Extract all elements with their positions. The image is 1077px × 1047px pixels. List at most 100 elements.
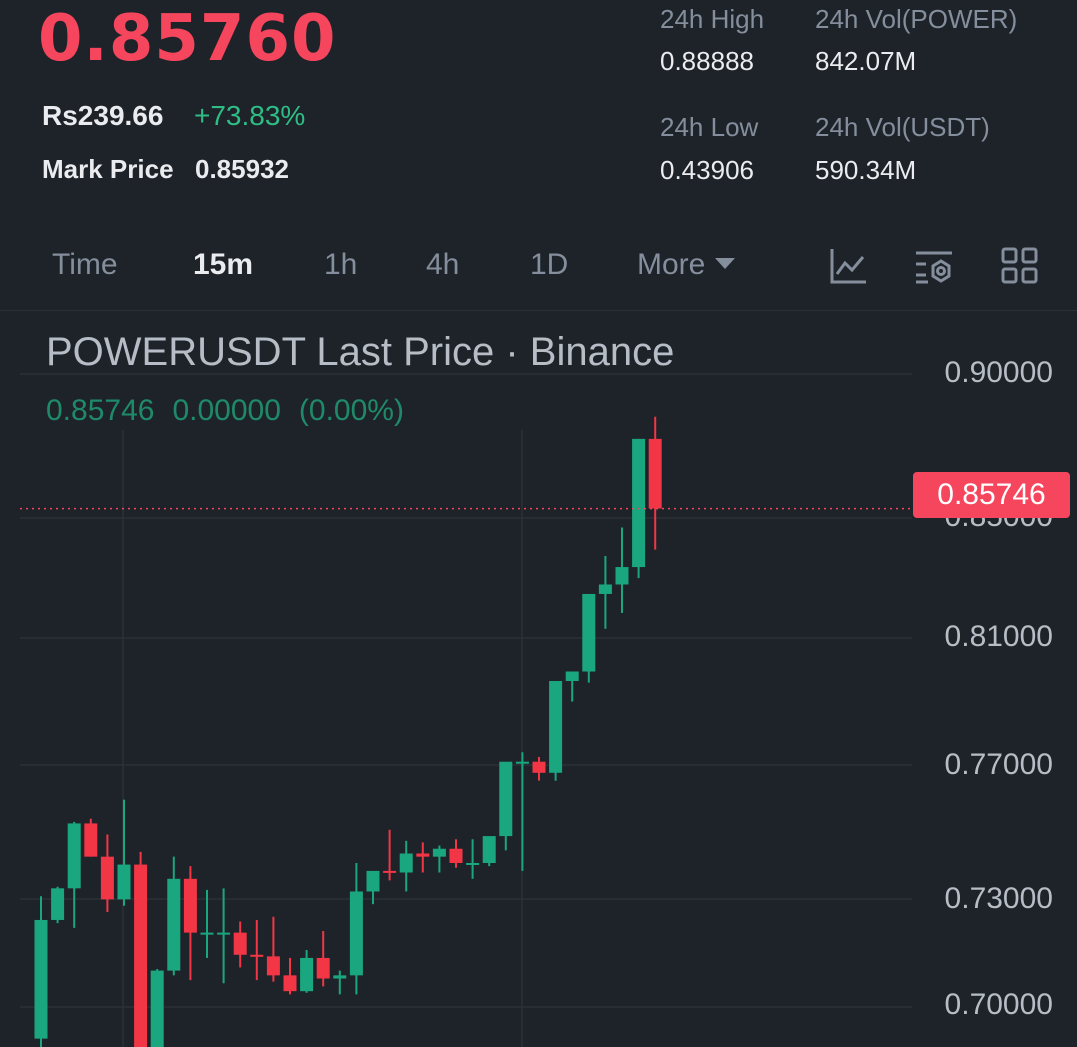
y-axis-tick-label: 0.73000 <box>944 882 1053 915</box>
candle-up <box>515 752 529 871</box>
fiat-price: Rs239.66 <box>42 100 164 131</box>
candle-body <box>615 567 629 585</box>
ohlc-legend: 0.85746 0.00000 (0.00%) <box>46 394 422 428</box>
tab-time[interactable]: Time <box>52 248 118 281</box>
candle-down <box>648 416 662 550</box>
candle-body <box>333 975 347 979</box>
candle-up <box>200 889 214 958</box>
ohlc-change-percent: (0.00%) <box>298 394 404 427</box>
candle-body <box>632 438 646 568</box>
mark-price-value: 0.85932 <box>195 154 289 184</box>
candle-body <box>582 593 596 672</box>
tab-15m[interactable]: 15m <box>193 248 254 281</box>
candle-down <box>283 957 297 995</box>
candle-body <box>150 970 164 1047</box>
candle-body <box>383 870 397 873</box>
candle-body <box>283 975 297 992</box>
candle-body <box>217 932 231 935</box>
tab-more-label: More <box>637 248 706 281</box>
stat-24h-vol-base-value: 842.07M <box>815 46 917 76</box>
stat-24h-high-label: 24h High <box>660 4 765 34</box>
candle-body <box>100 856 114 900</box>
candle-body <box>399 853 413 873</box>
candle-up <box>399 840 413 892</box>
tab-1d[interactable]: 1D <box>530 248 569 281</box>
candle-up <box>482 836 496 867</box>
y-axis-tick-label: 0.90000 <box>944 356 1053 389</box>
candle-up <box>117 799 131 906</box>
stat-24h-high-value: 0.88888 <box>660 46 754 76</box>
candle-body <box>432 848 446 857</box>
candle-body <box>449 848 463 863</box>
candle-body <box>233 932 247 955</box>
candle-down <box>449 839 463 868</box>
candle-body <box>183 878 197 933</box>
candle-body <box>648 438 662 509</box>
candle-up <box>366 870 380 905</box>
candle-up <box>67 821 81 928</box>
candle-down <box>250 919 264 981</box>
candle-body <box>250 954 264 957</box>
candle-down <box>134 851 148 1047</box>
candle-body <box>349 891 363 976</box>
candle-down <box>416 842 430 873</box>
candle-up <box>565 671 579 702</box>
candle-down <box>532 756 546 781</box>
candle-up <box>150 969 164 1047</box>
caret-down-icon <box>715 257 736 269</box>
indicator-icon[interactable] <box>828 246 868 286</box>
candle-down <box>233 921 247 968</box>
candle-up <box>466 839 480 879</box>
candle-body <box>134 864 148 1047</box>
ohlc-last-value: 0.85746 <box>46 394 155 427</box>
candle-body <box>84 823 98 857</box>
ohlc-change-value: 0.00000 <box>172 394 281 427</box>
candle-body <box>300 957 314 992</box>
candle-body <box>532 761 546 773</box>
candle-up <box>51 886 65 924</box>
candle-down <box>316 931 330 987</box>
candle-body <box>316 957 330 979</box>
candle-body <box>117 864 131 900</box>
candles <box>34 416 662 1047</box>
candle-up <box>549 681 563 781</box>
candle-up <box>615 527 629 613</box>
last-price: 0.85760 <box>38 2 337 76</box>
toolbar-divider <box>0 310 1077 311</box>
tab-more[interactable]: More <box>637 248 736 282</box>
tab-4h[interactable]: 4h <box>426 248 460 281</box>
mark-price-label: Mark Price <box>42 154 174 184</box>
chart-settings-icon[interactable] <box>914 246 954 286</box>
candle-up <box>34 896 48 1047</box>
layout-grid-icon[interactable] <box>1000 246 1040 286</box>
candle-body <box>565 671 579 682</box>
candle-up <box>167 856 181 976</box>
stat-24h-low-label: 24h Low <box>660 112 759 142</box>
chart-grid <box>20 373 912 1047</box>
candle-up <box>432 845 446 873</box>
tab-1h[interactable]: 1h <box>324 248 358 281</box>
y-axis-tick-label: 0.70000 <box>944 988 1053 1021</box>
candle-up <box>598 555 612 629</box>
candle-down <box>84 818 98 857</box>
candle-body <box>515 761 529 764</box>
stat-24h-vol-quote-value: 590.34M <box>815 155 917 185</box>
candle-up <box>349 862 363 995</box>
candle-body <box>167 878 181 971</box>
candle-body <box>466 862 480 865</box>
candle-body <box>67 823 81 889</box>
candle-up <box>333 970 347 995</box>
candle-up <box>582 593 596 683</box>
candle-down <box>383 829 397 881</box>
candle-body <box>34 919 48 1039</box>
candle-body <box>200 932 214 935</box>
candle-up <box>499 761 513 851</box>
candle-body <box>366 870 380 892</box>
y-axis-tick-label: 0.81000 <box>944 620 1053 653</box>
y-axis-tick-label: 0.77000 <box>944 748 1053 781</box>
stat-24h-vol-base-label: 24h Vol(POWER) <box>815 4 1018 34</box>
candle-up <box>217 888 231 984</box>
candle-body <box>549 681 563 773</box>
candle-body <box>499 761 513 837</box>
